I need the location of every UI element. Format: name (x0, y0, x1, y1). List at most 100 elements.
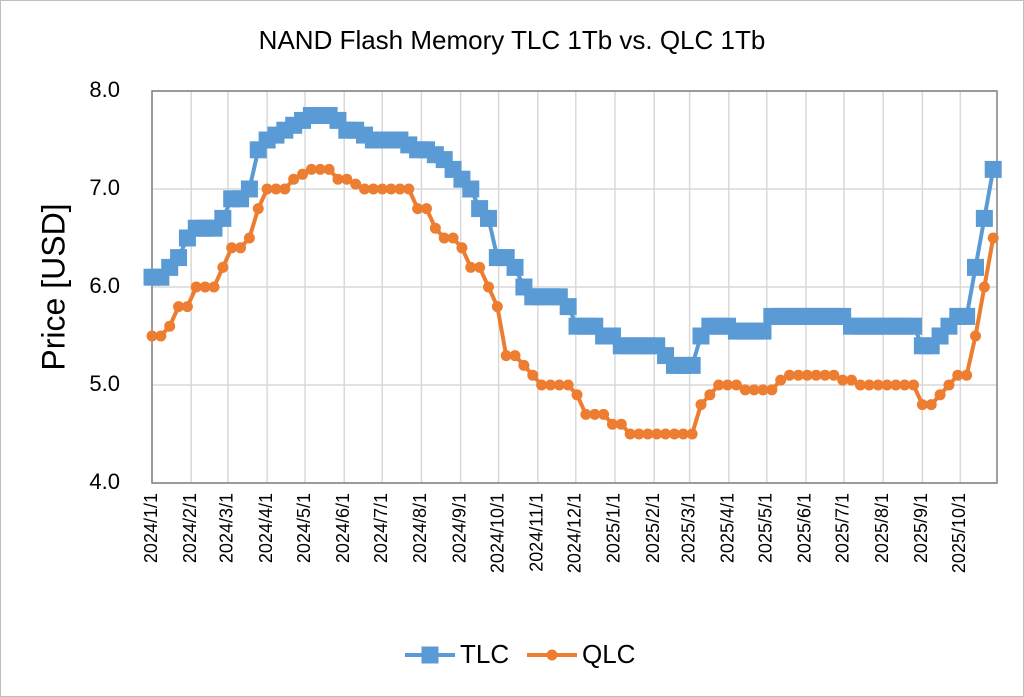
marker (943, 379, 955, 391)
marker (155, 330, 167, 342)
marker (792, 369, 804, 381)
marker (544, 379, 556, 391)
marker (916, 399, 928, 411)
marker (668, 428, 680, 440)
x-tick-label: 2024/12/1 (565, 493, 585, 573)
marker (606, 418, 618, 430)
marker (190, 281, 202, 293)
marker (562, 379, 574, 391)
y-tick-label: 8.0 (89, 77, 120, 102)
x-tick-label: 2024/9/1 (449, 493, 469, 563)
marker (491, 301, 503, 313)
marker (350, 178, 362, 190)
marker (757, 384, 769, 396)
marker (214, 209, 232, 227)
marker (305, 163, 317, 175)
marker (235, 242, 247, 254)
y-tick-label: 6.0 (89, 273, 120, 298)
marker (952, 369, 964, 381)
marker (969, 330, 981, 342)
marker (518, 359, 530, 371)
marker (958, 307, 976, 325)
marker (479, 209, 497, 227)
marker (881, 379, 893, 391)
plot-area (151, 90, 998, 484)
marker (846, 374, 858, 386)
marker (624, 428, 636, 440)
marker (748, 384, 760, 396)
marker (482, 281, 494, 293)
marker (240, 180, 258, 198)
legend-label: QLC (582, 639, 635, 669)
marker (332, 173, 344, 185)
marker (633, 428, 645, 440)
marker (934, 389, 946, 401)
marker (978, 281, 990, 293)
marker (598, 408, 610, 420)
marker (261, 183, 273, 195)
x-tick-label: 2024/3/1 (217, 493, 237, 563)
marker (500, 350, 512, 362)
marker (908, 379, 920, 391)
marker (854, 379, 866, 391)
marker (571, 389, 583, 401)
marker (589, 408, 601, 420)
marker (217, 261, 229, 273)
marker (465, 261, 477, 273)
x-tick-label: 2024/2/1 (180, 493, 200, 563)
marker (456, 242, 468, 254)
x-tick-label: 2025/1/1 (604, 493, 624, 563)
marker (546, 649, 558, 661)
y-tick-label: 5.0 (89, 371, 120, 396)
marker (199, 281, 211, 293)
x-tick-label: 2025/3/1 (678, 493, 698, 563)
marker (527, 369, 539, 381)
marker (385, 183, 397, 195)
marker (314, 163, 326, 175)
marker (412, 203, 424, 215)
marker (615, 418, 627, 430)
marker (819, 369, 831, 381)
marker (722, 379, 734, 391)
marker (462, 180, 480, 198)
marker (323, 163, 335, 175)
marker (270, 183, 282, 195)
marker (243, 232, 255, 244)
x-tick-label: 2024/1/1 (141, 493, 161, 563)
marker (359, 183, 371, 195)
marker (173, 301, 185, 313)
marker (279, 183, 291, 195)
x-tick-label: 2024/5/1 (294, 493, 314, 563)
marker (429, 222, 441, 234)
marker (837, 374, 849, 386)
x-tick-label: 2025/5/1 (756, 493, 776, 563)
chart-title: NAND Flash Memory TLC 1Tb vs. QLC 1Tb (259, 25, 766, 55)
marker (394, 183, 406, 195)
marker (509, 350, 521, 362)
marker (784, 369, 796, 381)
x-tick-label: 2024/6/1 (333, 493, 353, 563)
marker (367, 183, 379, 195)
marker (987, 232, 999, 244)
legend-item: QLC (527, 639, 635, 669)
marker (536, 379, 548, 391)
marker (966, 258, 984, 276)
marker (961, 369, 973, 381)
marker (660, 428, 672, 440)
marker (704, 389, 716, 401)
y-axis-label: Price [USD] (35, 203, 71, 370)
marker (164, 320, 176, 332)
marker (181, 301, 193, 313)
marker (713, 379, 725, 391)
y-tick-label: 4.0 (89, 469, 120, 494)
legend-label: TLC (460, 639, 509, 669)
x-tick-label: 2024/10/1 (487, 493, 507, 573)
marker (252, 203, 264, 215)
marker (288, 173, 300, 185)
marker (739, 384, 751, 396)
marker (447, 232, 459, 244)
marker (677, 428, 689, 440)
marker (984, 160, 1002, 178)
